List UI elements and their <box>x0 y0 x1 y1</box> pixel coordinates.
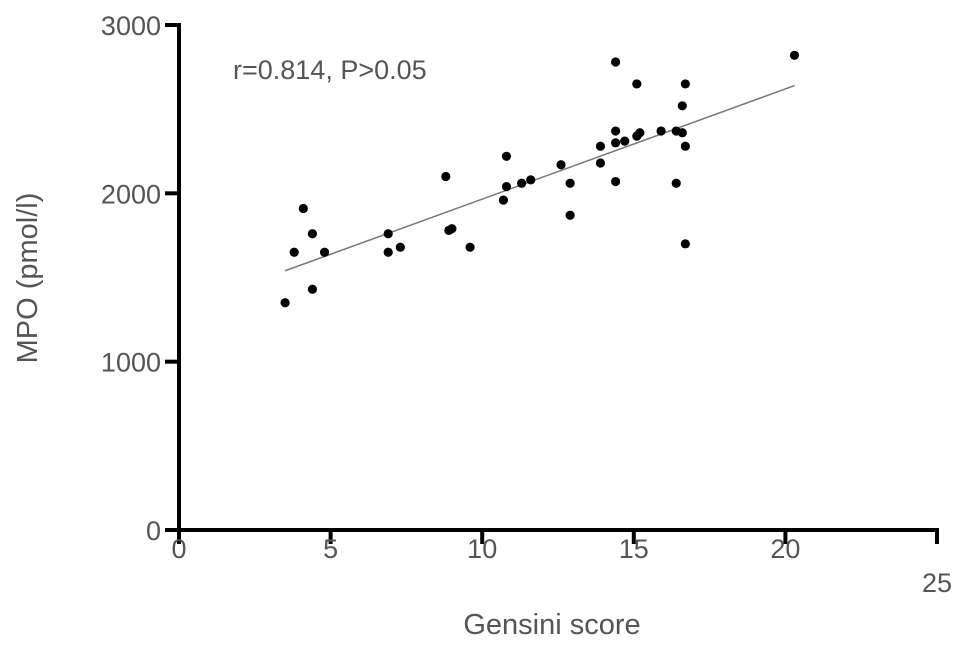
data-point-29 <box>632 79 642 89</box>
data-point-12 <box>447 224 457 234</box>
data-point-6 <box>319 247 330 257</box>
y-tick-label-1000: 1000 <box>101 348 161 378</box>
trend-line <box>284 84 795 272</box>
x-tick-label-20: 20 <box>770 534 800 564</box>
data-point-10 <box>441 171 451 182</box>
x-axis-title: Gensini score <box>463 609 640 641</box>
data-point-15 <box>501 151 512 161</box>
data-point-26 <box>611 138 621 148</box>
data-point-27 <box>611 176 621 187</box>
data-point-7 <box>383 229 393 239</box>
data-point-19 <box>556 160 566 170</box>
data-points <box>280 50 800 308</box>
data-point-20 <box>565 178 575 188</box>
data-point-22 <box>595 141 606 151</box>
x-tick-label-5: 5 <box>323 534 338 564</box>
data-point-1 <box>280 298 290 308</box>
data-point-32 <box>656 126 666 136</box>
data-point-37 <box>680 79 690 89</box>
data-point-16 <box>501 182 512 192</box>
data-point-9 <box>395 242 405 252</box>
x-tick-label-0: 0 <box>171 534 186 564</box>
x-tick-label-10: 10 <box>467 534 497 564</box>
data-point-5 <box>307 284 318 294</box>
y-tick-label-3000: 3000 <box>101 11 161 41</box>
data-point-38 <box>680 141 690 151</box>
data-point-35 <box>677 101 687 111</box>
data-point-8 <box>383 247 393 257</box>
x-tick-label-15: 15 <box>619 534 649 564</box>
data-point-23 <box>595 158 606 168</box>
data-point-40 <box>789 50 800 60</box>
data-point-24 <box>611 57 621 67</box>
y-tick-label-0: 0 <box>146 516 161 546</box>
data-point-36 <box>677 128 687 138</box>
tick-labels: 0 5 10 15 20 25 0 1000 2000 3000 <box>101 11 952 598</box>
data-point-4 <box>307 229 318 239</box>
data-point-21 <box>565 210 575 220</box>
x-tick-label-25: 25 <box>922 568 952 598</box>
data-point-3 <box>298 203 308 214</box>
data-point-2 <box>289 247 299 257</box>
axes <box>177 23 939 532</box>
data-point-31 <box>635 128 645 138</box>
data-point-13 <box>465 242 475 252</box>
data-point-39 <box>680 239 690 249</box>
correlation-annotation: r=0.814, P>0.05 <box>233 55 427 85</box>
ticks <box>165 23 939 544</box>
data-point-25 <box>611 126 621 136</box>
data-point-34 <box>671 178 681 188</box>
data-point-17 <box>517 178 527 188</box>
y-axis-title: MPO (pmol/l) <box>12 193 44 364</box>
data-point-18 <box>526 175 536 185</box>
data-point-28 <box>620 136 630 146</box>
data-point-14 <box>498 195 509 205</box>
y-tick-label-2000: 2000 <box>101 179 161 209</box>
